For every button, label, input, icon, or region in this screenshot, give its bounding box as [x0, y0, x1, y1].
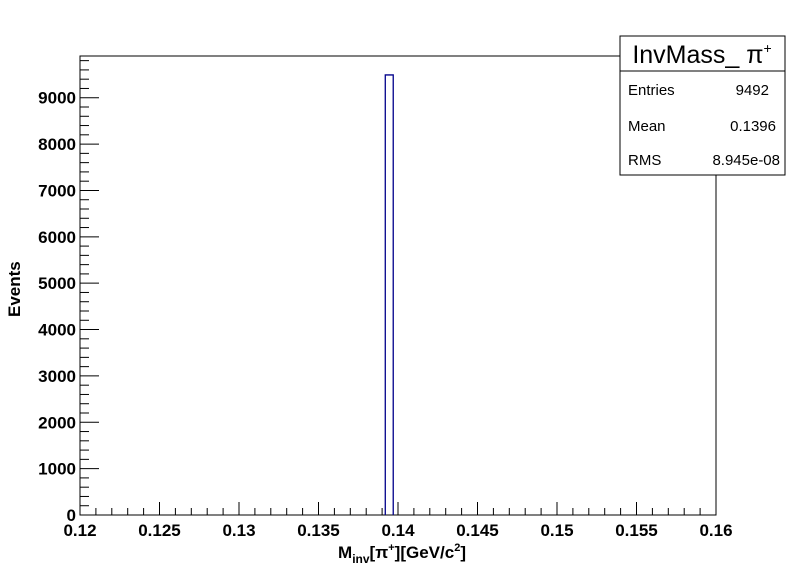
- y-tick-label: 8000: [38, 135, 76, 154]
- y-axis: 0 1000 2000 3000 4000 5000 6000 7000 8000 9000: [38, 60, 99, 525]
- y-tick-label: 2000: [38, 413, 76, 432]
- histogram-bin: [384, 74, 394, 515]
- x-tick-label: 0.13: [222, 521, 255, 540]
- stats-mean-label: Mean: [628, 118, 666, 135]
- y-axis-label: Events: [5, 261, 24, 317]
- stats-mean-value: 0.1396: [730, 118, 776, 135]
- stats-rms-label: RMS: [628, 152, 661, 169]
- stats-entries-value: 9492: [736, 82, 769, 99]
- stats-box: InvMass_ π+ Entries 9492 Mean 0.1396 RMS…: [619, 35, 786, 176]
- x-tick-label: 0.15: [540, 521, 573, 540]
- y-tick-label: 4000: [38, 321, 76, 340]
- y-tick-label: 9000: [38, 89, 76, 108]
- y-tick-label: 1000: [38, 460, 76, 479]
- stats-rms-value: 8.945e-08: [712, 152, 780, 169]
- x-tick-label: 0.155: [615, 521, 658, 540]
- y-tick-label: 7000: [38, 181, 76, 200]
- x-tick-label: 0.135: [297, 521, 340, 540]
- x-axis-label: Minv[π+][GeV/c2]: [338, 542, 466, 566]
- x-tick-label: 0.14: [381, 521, 415, 540]
- y-tick-label: 6000: [38, 228, 76, 247]
- histogram-bars: [384, 74, 394, 515]
- x-tick-label: 0.12: [63, 521, 96, 540]
- x-axis: 0.12 0.125 0.13 0.135 0.14 0.145 0.15 0.155 0.16: [63, 502, 733, 540]
- x-tick-label: 0.125: [138, 521, 181, 540]
- y-tick-label: 0: [67, 506, 76, 525]
- x-tick-label: 0.16: [699, 521, 732, 540]
- stats-title: InvMass_ π+: [632, 40, 771, 69]
- y-tick-label: 5000: [38, 274, 76, 293]
- x-tick-label: 0.145: [456, 521, 499, 540]
- stats-entries-label: Entries: [628, 82, 675, 99]
- y-tick-label: 3000: [38, 367, 76, 386]
